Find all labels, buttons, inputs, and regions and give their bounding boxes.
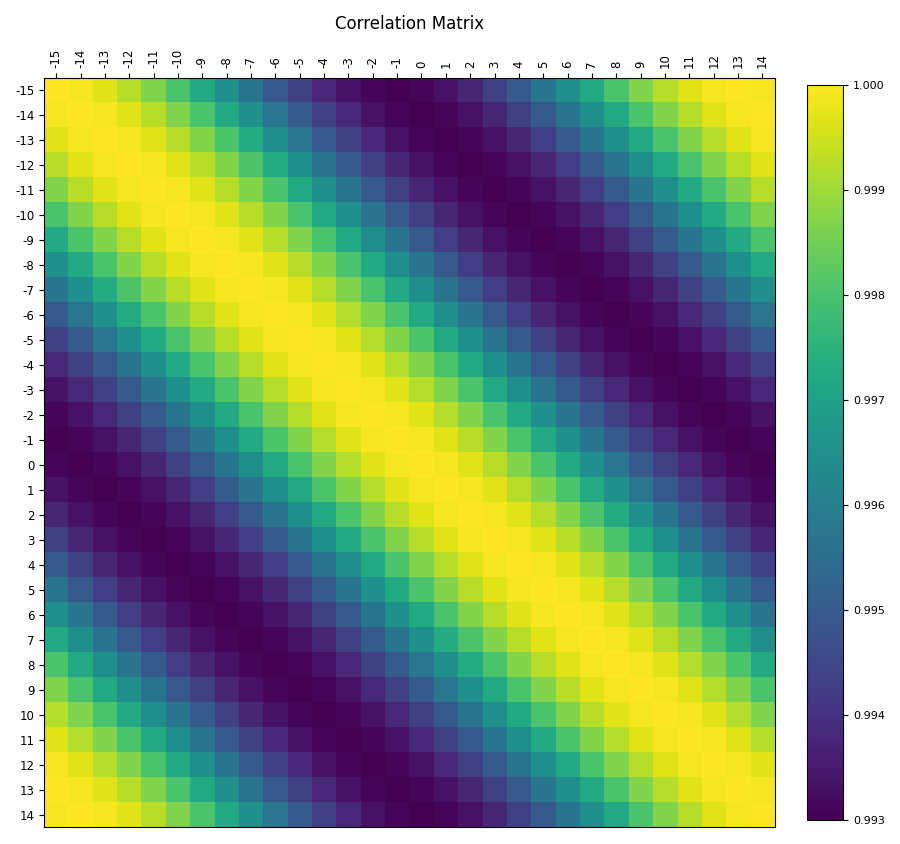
Title: Correlation Matrix: Correlation Matrix	[335, 15, 484, 33]
